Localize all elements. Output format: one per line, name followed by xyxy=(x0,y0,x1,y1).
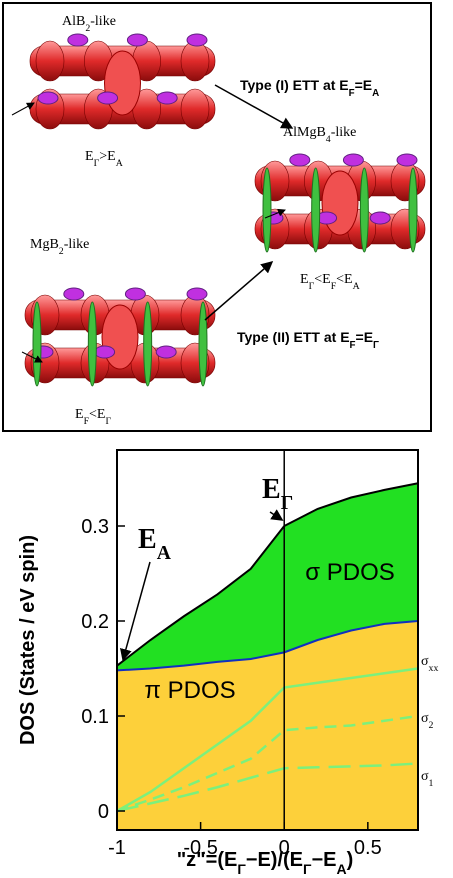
pocket xyxy=(38,92,58,104)
diagram-label-part: <E xyxy=(89,407,105,422)
diagram-label-part: E xyxy=(300,272,309,287)
area-label: σ PDOS xyxy=(305,559,395,586)
spindle xyxy=(144,302,152,386)
diagram-label-part: A xyxy=(353,281,360,292)
y-tick-label: 0.2 xyxy=(81,611,109,633)
spindle xyxy=(33,302,41,386)
pocket xyxy=(125,288,145,300)
pocket xyxy=(127,34,147,46)
diagram-label-part: Γ xyxy=(105,416,111,427)
diagram-label-part: Type (I) ETT at E xyxy=(240,77,349,93)
diagram-label-part: AlMgB xyxy=(283,125,326,140)
tube xyxy=(36,41,64,81)
pocket xyxy=(187,288,207,300)
diagram-label-part: A xyxy=(116,158,123,169)
x-axis-title-part: "z"=(E xyxy=(177,849,238,871)
y-axis-title-part: DOS (States / eV spin) xyxy=(17,535,39,745)
x-axis-title: "z"=(EΓ−E)/(EΓ−EA) xyxy=(177,849,354,877)
diagram-label-part: >E xyxy=(99,149,115,164)
pocket xyxy=(187,34,207,46)
spindle xyxy=(360,168,368,252)
area-label: π PDOS xyxy=(144,677,235,704)
diagram-label-part: Type (II) ETT at E xyxy=(237,329,350,345)
spindle xyxy=(88,302,96,386)
figure: AlB2-likeType (I) ETT at EF=EAEΓ>EAAlMgB… xyxy=(0,0,453,878)
x-axis-title-part: −E)/(E xyxy=(246,849,303,871)
annotation: EΓ xyxy=(262,474,293,514)
y-tick-label: 0.3 xyxy=(81,516,109,538)
diagram-label-part: Γ xyxy=(373,340,379,351)
diagram-label-part: -like xyxy=(64,237,90,252)
pocket xyxy=(397,154,417,166)
diagram-label-part: E xyxy=(75,407,84,422)
x-tick-label: 0.5 xyxy=(354,837,382,859)
spindle xyxy=(409,168,417,252)
diagram-label-part: MgB xyxy=(30,237,59,252)
cylinder xyxy=(102,305,138,369)
annotation-part: Γ xyxy=(281,493,293,514)
x-tick-label: -1 xyxy=(108,837,126,859)
x-axis-title-part: ) xyxy=(347,849,354,871)
pocket xyxy=(68,34,88,46)
diagram-label-part: E xyxy=(85,149,94,164)
series-label-part: 1 xyxy=(429,778,434,789)
spindle xyxy=(199,302,207,386)
pocket xyxy=(290,154,310,166)
y-tick-label: 0.1 xyxy=(81,706,109,728)
y-tick-label: 0 xyxy=(98,801,109,823)
diagram-label-part: -like xyxy=(90,14,116,29)
spindle xyxy=(312,168,320,252)
spindle xyxy=(263,168,271,252)
tube xyxy=(181,41,209,81)
pocket xyxy=(156,346,176,358)
pocket xyxy=(95,346,115,358)
pocket xyxy=(98,92,118,104)
series-label-part: xx xyxy=(429,663,439,674)
area-label-part: σ PDOS xyxy=(305,559,395,586)
series-label: σxx xyxy=(421,654,438,674)
series-label: σ1 xyxy=(421,769,434,789)
annotation-part: E xyxy=(262,474,281,505)
pocket xyxy=(64,288,84,300)
area-label-part: π PDOS xyxy=(144,677,235,704)
annotation: EA xyxy=(138,524,171,564)
diagram-label-part: -like xyxy=(331,125,357,140)
series-label-part: 2 xyxy=(429,720,434,731)
annotation-part: A xyxy=(157,543,171,564)
diagram-label-part: A xyxy=(372,88,379,99)
annotation-part: E xyxy=(138,524,157,555)
x-axis-title-part: −E xyxy=(311,849,336,871)
cylinder xyxy=(105,51,141,115)
pocket xyxy=(370,212,390,224)
diagram-label-part: <E xyxy=(336,272,352,287)
y-axis-title: DOS (States / eV spin) xyxy=(17,535,39,745)
tube xyxy=(181,89,209,129)
x-axis-title-part: A xyxy=(336,861,346,877)
series-label: σ2 xyxy=(421,711,434,731)
diagram-label-part: AlB xyxy=(62,14,85,29)
diagram-label-part: =E xyxy=(356,329,374,345)
pocket xyxy=(157,92,177,104)
cylinder xyxy=(322,171,358,235)
diagram-label-part: =E xyxy=(355,77,373,93)
pocket xyxy=(343,154,363,166)
diagram-label-part: <E xyxy=(314,272,330,287)
